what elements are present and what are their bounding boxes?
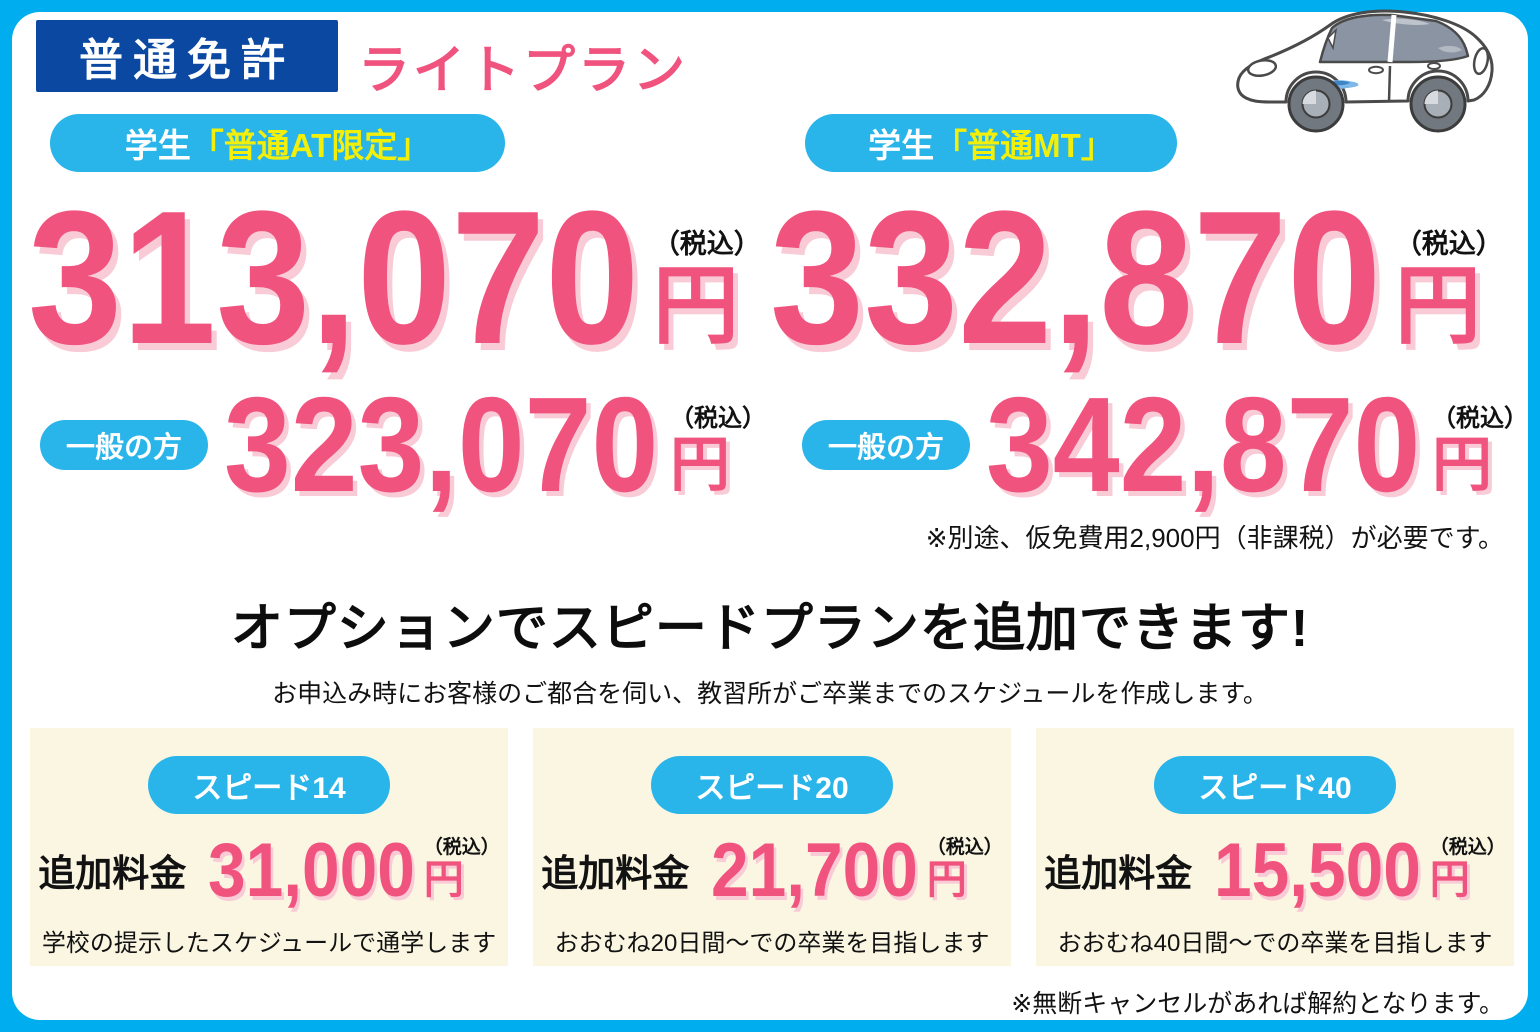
tax-included-label: （税込） <box>670 405 766 432</box>
student-at-badge: 学生 「普通AT限定」 <box>50 114 505 172</box>
yen-tax-stack: （税込） 円 <box>1395 222 1503 349</box>
tax-included-label: （税込） <box>652 229 761 259</box>
card-description: 学校の提示したスケジュールで通学します <box>41 930 497 957</box>
tax-included-label: （税込） <box>926 837 1003 858</box>
yen-tax-stack: （税込） 円 <box>1430 832 1506 900</box>
yen-tax-stack: （税込） 円 <box>670 398 766 495</box>
license-type-label: 普通免許 <box>79 36 295 85</box>
general-badge-label: 一般の方 <box>65 431 182 464</box>
card-description: おおむね20日間〜での卒業を目指します <box>554 930 990 957</box>
yen-label: 円 <box>652 258 739 354</box>
yen-label: 円 <box>1394 258 1481 354</box>
price-value: 323,070 <box>224 369 659 520</box>
flyer-panel: 普通免許 ライトプラン 学生 「普通AT限定」 学生 「普通MT」 313,070 … <box>12 9 1528 1020</box>
yen-tax-stack: （税込） 円 <box>653 222 761 349</box>
general-mt-price-row: 一般の方 342,870 （税込） 円 <box>802 377 1528 512</box>
card-price-line: 追加料金 31,000 （税込） 円 <box>30 832 508 909</box>
fee-label: 追加料金 <box>541 853 690 894</box>
yen-tax-stack: （税込） 円 <box>424 832 500 900</box>
general-price-line: 323,070 （税込） 円 <box>224 377 766 512</box>
speed-plan-badge: スピード40 <box>1154 756 1396 814</box>
cancel-policy-note: ※無断キャンセルがあれば解約となります。 <box>1011 990 1504 1018</box>
price-value: 21,700 <box>711 828 919 913</box>
price-value: 31,000 <box>208 828 416 913</box>
student-mt-price: 332,870 （税込） 円 <box>770 183 1503 373</box>
provisional-license-fee-note: ※別途、仮免費用2,900円（非課税）が必要です。 <box>925 523 1504 553</box>
price-value: 332,870 <box>770 172 1382 384</box>
price-value: 15,500 <box>1214 828 1422 913</box>
price-value: 342,870 <box>986 369 1421 520</box>
tax-included-label: （税込） <box>1429 837 1506 858</box>
yen-label: 円 <box>423 858 464 902</box>
speed-plan-card-40: スピード40 追加料金 15,500 （税込） 円 おおむね40日間〜での卒業を… <box>1036 728 1514 966</box>
license-type-badge: 普通免許 <box>36 20 338 92</box>
yen-tax-stack: （税込） 円 <box>927 832 1003 900</box>
tax-included-label: （税込） <box>1394 229 1503 259</box>
general-badge-label: 一般の方 <box>827 431 944 464</box>
speed-plan-badge: スピード14 <box>148 756 390 814</box>
general-badge: 一般の方 <box>802 419 970 470</box>
tax-included-label: （税込） <box>423 837 500 858</box>
speed-plan-badge: スピード20 <box>651 756 893 814</box>
yen-label: 円 <box>670 431 730 498</box>
student-label: 学生 <box>124 127 191 164</box>
yen-label: 円 <box>1429 858 1470 902</box>
yen-tax-stack: （税込） 円 <box>1432 398 1528 495</box>
general-at-price-row: 一般の方 323,070 （税込） 円 <box>40 377 766 512</box>
yen-label: 円 <box>1432 431 1492 498</box>
card-price-line: 追加料金 15,500 （税込） 円 <box>1036 832 1514 909</box>
fee-label: 追加料金 <box>1044 853 1193 894</box>
card-description: おおむね40日間〜での卒業を目指します <box>1057 930 1493 957</box>
speed-plan-badge-label: スピード40 <box>1198 772 1352 805</box>
plan-title: ライトプラン <box>358 42 689 100</box>
speed-plan-badge-label: スピード20 <box>695 772 849 805</box>
speed-plan-card-20: スピード20 追加料金 21,700 （税込） 円 おおむね20日間〜での卒業を… <box>533 728 1011 966</box>
card-price-line: 追加料金 21,700 （税込） 円 <box>533 832 1011 909</box>
general-badge: 一般の方 <box>40 419 208 470</box>
option-headline: オプションでスピードプランを追加できます! <box>230 600 1310 658</box>
option-subtext: お申込み時にお客様のご都合を伺い、教習所がご卒業までのスケジュールを作成します。 <box>272 680 1268 708</box>
student-mt-badge: 学生 「普通MT」 <box>805 114 1177 172</box>
car-illustration <box>1236 9 1494 133</box>
tax-included-label: （税込） <box>1432 405 1528 432</box>
speed-plan-card-14: スピード14 追加料金 31,000 （税込） 円 学校の提示したスケジュールで… <box>30 728 508 966</box>
student-label: 学生 <box>868 127 935 164</box>
general-price-line: 342,870 （税込） 円 <box>986 377 1528 512</box>
student-at-highlight: 「普通AT限定」 <box>190 127 431 164</box>
speed-plan-badge-label: スピード14 <box>192 772 346 805</box>
student-mt-highlight: 「普通MT」 <box>934 127 1114 164</box>
price-value: 313,070 <box>28 172 640 384</box>
fee-label: 追加料金 <box>38 853 187 894</box>
student-at-price: 313,070 （税込） 円 <box>28 183 761 373</box>
yen-label: 円 <box>926 858 967 902</box>
